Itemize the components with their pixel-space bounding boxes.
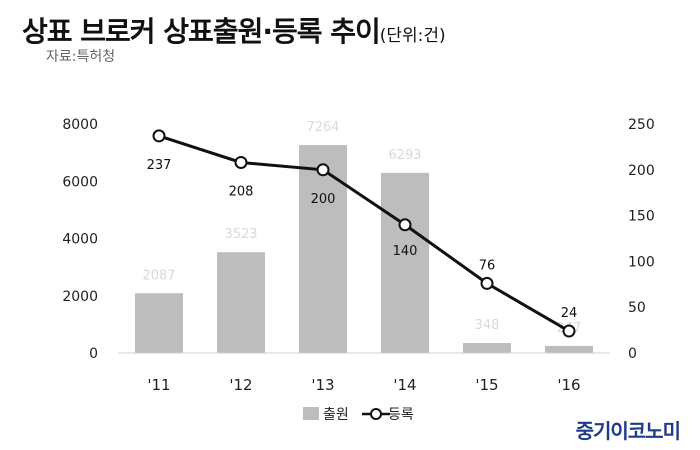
bar-1 (217, 252, 265, 353)
legend-swatch-bar (303, 407, 319, 420)
title-text: 상표 브로커 상표출원·등록 추이 (22, 15, 381, 48)
line-point-3 (398, 218, 412, 232)
legend-label-bar: 출원 (323, 407, 349, 423)
x-tick-5: '16 (557, 376, 580, 394)
y-left-tick-0: 0 (89, 346, 98, 362)
x-tick-3: '14 (393, 376, 416, 394)
source-label: 자료:특허청 (46, 49, 116, 65)
y-left-tick-4: 8000 (62, 117, 98, 133)
bar-label-0: 2087 (142, 268, 175, 283)
bar-4 (463, 343, 511, 353)
legend: 출원 등록 (303, 407, 414, 423)
line-point-1 (234, 155, 248, 169)
bar-label-3: 6293 (388, 148, 421, 163)
line-label-1: 208 (229, 184, 254, 199)
y-left-tick-2: 4000 (62, 232, 98, 248)
bar-label-1: 3523 (224, 227, 257, 242)
line-series (152, 129, 576, 338)
y-right-tick-2: 100 (628, 254, 655, 270)
chart-title: 상표 브로커 상표출원·등록 추이(단위:건) (22, 10, 446, 50)
y-left-tick-1: 2000 (62, 289, 98, 305)
line-label-5: 24 (561, 306, 578, 321)
x-tick-4: '15 (475, 376, 498, 394)
line-point-0 (152, 129, 166, 143)
y-right-tick-3: 150 (628, 209, 655, 225)
bar-0 (135, 293, 183, 353)
line-label-3: 140 (393, 244, 418, 259)
line-label-4: 76 (479, 258, 496, 273)
legend-label-line: 등록 (388, 407, 414, 423)
unit-label: (단위:건) (379, 26, 446, 46)
y-right-tick-0: 0 (628, 346, 637, 362)
axes: 0 2000 4000 6000 8000 0 50 100 150 200 250 '11 '12 '1… (62, 117, 654, 394)
line-point-5 (562, 324, 576, 338)
y-right-tick-4: 200 (628, 163, 655, 179)
x-tick-2: '13 (311, 376, 334, 394)
bar-labels: 2087352372646293348247 (142, 120, 581, 336)
line-label-0: 237 (147, 158, 172, 173)
registration-line (158, 134, 570, 333)
bar-3 (381, 172, 429, 353)
line-point-4 (480, 276, 494, 290)
x-tick-0: '11 (147, 376, 170, 394)
y-left-tick-3: 6000 (62, 174, 98, 190)
bar-label-4: 348 (475, 318, 500, 333)
y-right-tick-1: 50 (628, 300, 646, 316)
line-point-2 (316, 163, 330, 177)
y-right-tick-5: 250 (628, 117, 655, 133)
legend-swatch-marker (370, 408, 382, 420)
line-label-2: 200 (311, 192, 336, 207)
line-labels: 237 208 200 140 76 24 (147, 158, 578, 321)
x-tick-1: '12 (229, 376, 252, 394)
bar-5 (545, 345, 593, 353)
brand-logo: 중기이코노미 (575, 419, 681, 443)
bar-label-2: 7264 (306, 120, 339, 135)
bar-series (135, 145, 593, 353)
